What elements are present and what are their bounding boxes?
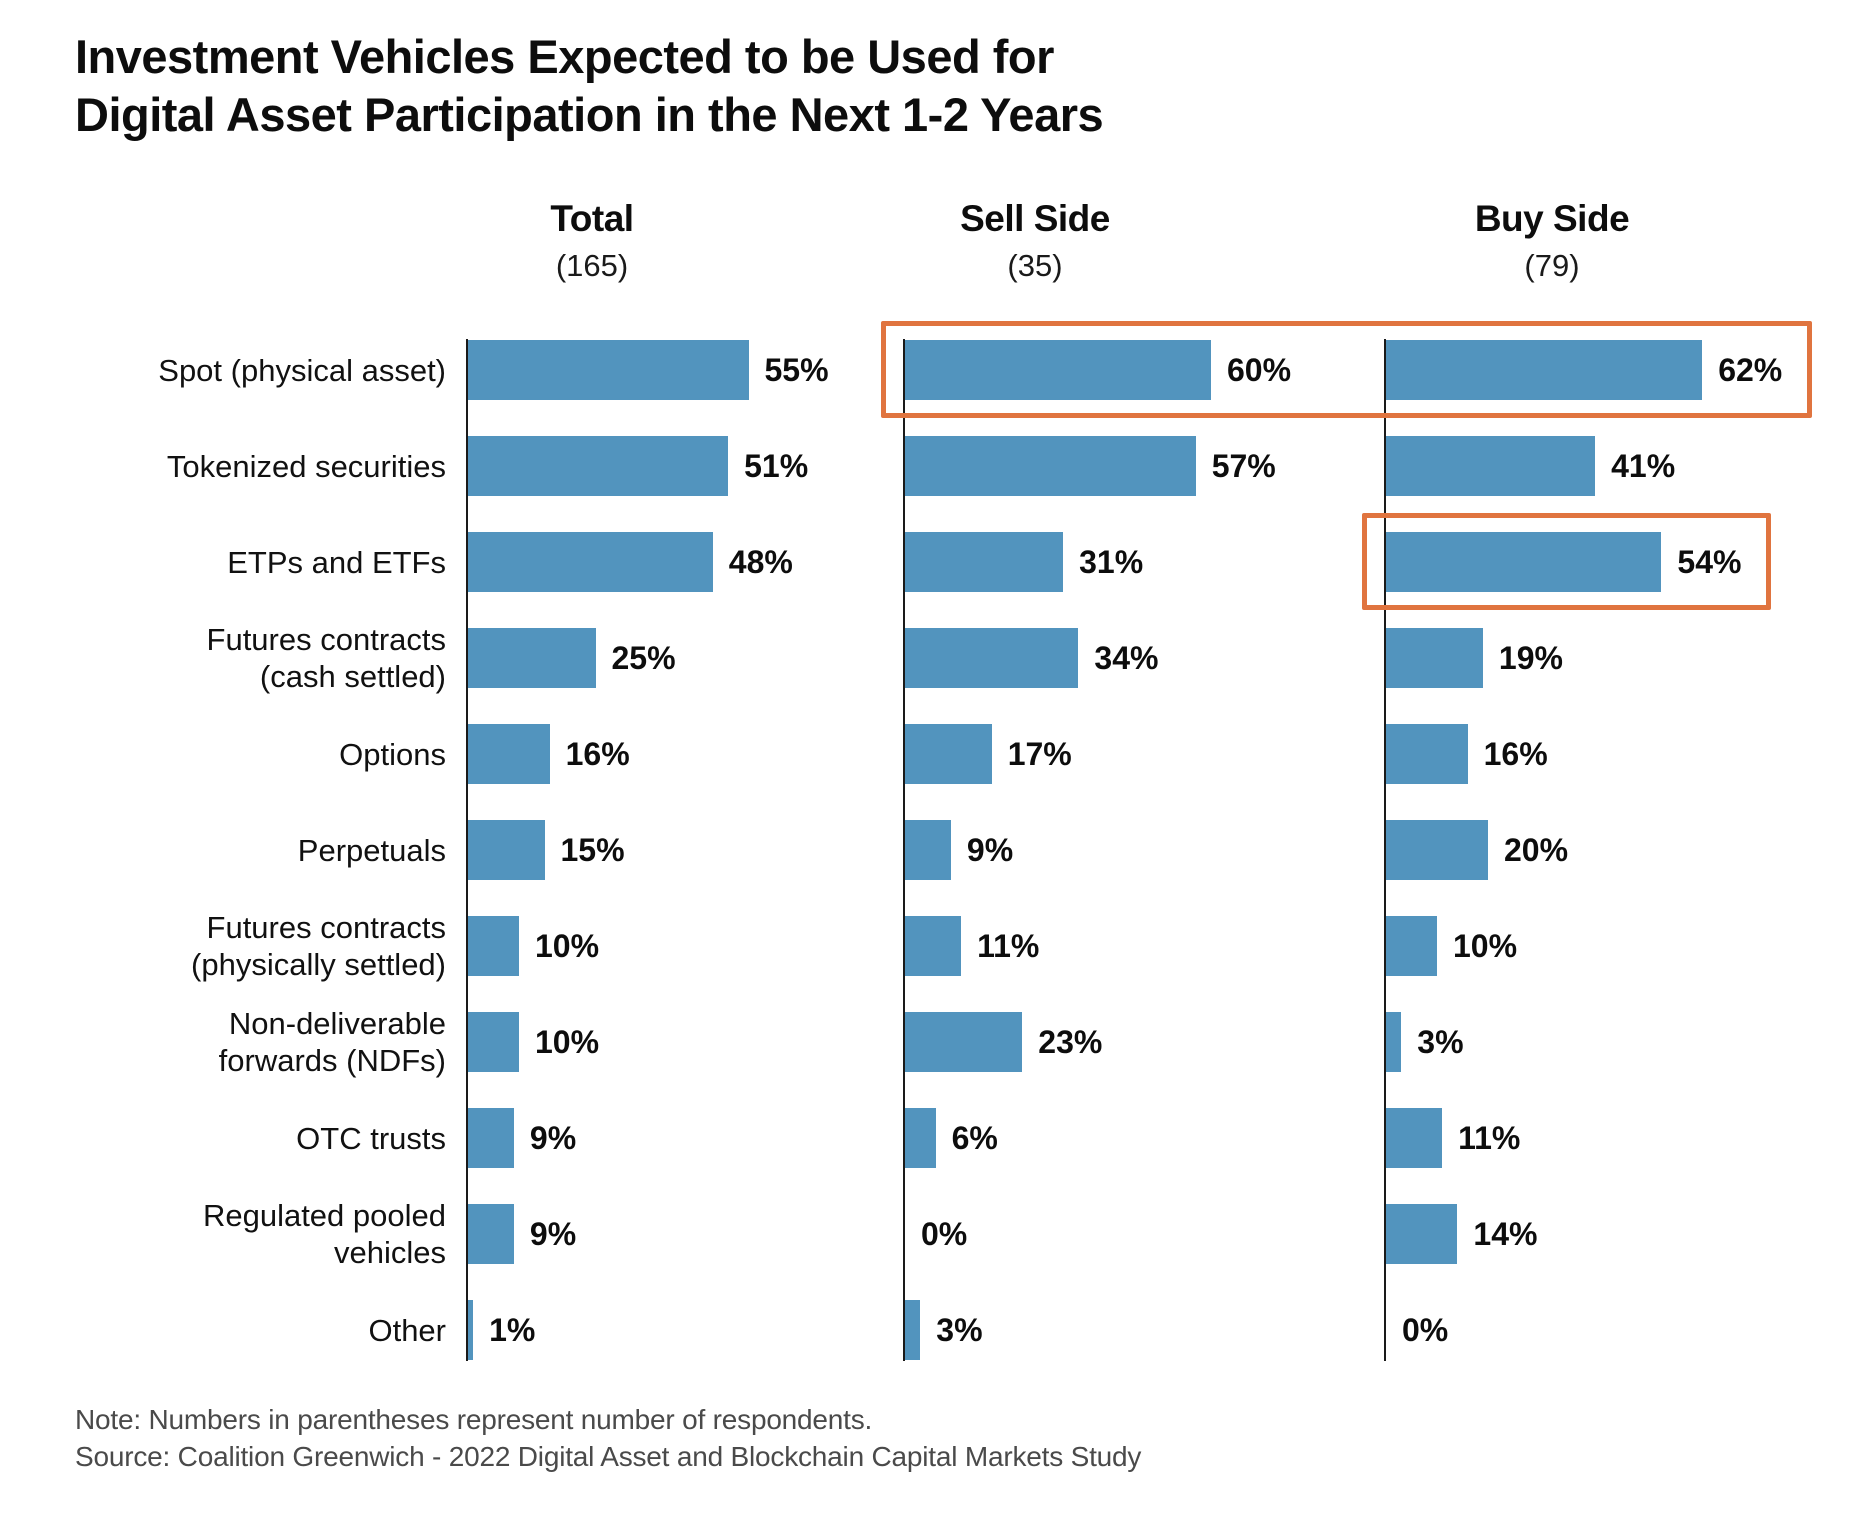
bar-total-options (468, 724, 550, 784)
bar-sell-side-non-deliverable-forwards-ndfs (905, 1012, 1023, 1072)
bar-sell-side-futures-contracts-physically-settled (905, 916, 962, 976)
bar-sell-side-options (905, 724, 992, 784)
column-header-count: (165) (555, 248, 629, 283)
value-label-sell-side-regulated-pooled-vehicles: 0% (921, 1215, 968, 1252)
chart-source: Source: Coalition Greenwich - 2022 Digit… (75, 1441, 1142, 1472)
bar-sell-side-tokenized-securities (905, 436, 1196, 496)
value-label-buy-side-otc-trusts: 11% (1458, 1119, 1521, 1156)
bar-buy-side-regulated-pooled-vehicles (1386, 1204, 1458, 1264)
value-label-buy-side-perpetuals: 20% (1504, 831, 1569, 868)
bar-buy-side-spot-physical-asset (1386, 340, 1703, 400)
bar-total-non-deliverable-forwards-ndfs (468, 1012, 519, 1072)
row-label-futures-contracts-cash-settled: Futures contracts (cash settled) (206, 622, 446, 694)
bar-total-tokenized-securities (468, 436, 729, 496)
bar-sell-side-perpetuals (905, 820, 951, 880)
column-header-total: Total (165) (422, 198, 762, 284)
value-label-sell-side-other: 3% (936, 1311, 983, 1348)
row-label-etps-and-etfs: ETPs and ETFs (227, 544, 446, 580)
bar-buy-side-otc-trusts (1386, 1108, 1443, 1168)
bar-buy-side-options (1386, 724, 1468, 784)
value-label-sell-side-tokenized-securities: 57% (1211, 447, 1276, 484)
value-label-total-other: 1% (489, 1311, 536, 1348)
bar-total-perpetuals (468, 820, 545, 880)
column-header-label: Sell Side (960, 198, 1110, 239)
bar-total-etps-and-etfs (468, 532, 713, 592)
value-label-sell-side-futures-contracts-physically-settled: 11% (977, 927, 1040, 964)
value-label-total-tokenized-securities: 51% (744, 447, 809, 484)
bar-total-otc-trusts (468, 1108, 514, 1168)
bar-sell-side-etps-and-etfs (905, 532, 1064, 592)
value-label-buy-side-tokenized-securities: 41% (1611, 447, 1676, 484)
row-label-otc-trusts: OTC trusts (296, 1120, 446, 1156)
value-label-total-futures-contracts-physically-settled: 10% (535, 927, 600, 964)
bar-total-regulated-pooled-vehicles (468, 1204, 514, 1264)
value-label-buy-side-etps-and-etfs: 54% (1677, 543, 1742, 580)
axis-line-sell-side (903, 339, 905, 1361)
bar-sell-side-otc-trusts (905, 1108, 936, 1168)
bar-total-spot-physical-asset (468, 340, 749, 400)
bar-total-futures-contracts-physically-settled (468, 916, 519, 976)
value-label-sell-side-etps-and-etfs: 31% (1079, 543, 1144, 580)
highlight-box-spot-physical-asset (881, 321, 1813, 418)
row-label-options: Options (339, 736, 446, 772)
axis-line-buy-side (1384, 339, 1386, 1361)
highlight-box-etps-and-etfs (1362, 513, 1772, 610)
column-header-sell-side: Sell Side (35) (865, 198, 1205, 284)
value-label-sell-side-otc-trusts: 6% (951, 1119, 998, 1156)
row-label-tokenized-securities: Tokenized securities (166, 448, 446, 484)
value-label-total-futures-contracts-cash-settled: 25% (611, 639, 676, 676)
value-label-total-spot-physical-asset: 55% (764, 351, 829, 388)
value-label-buy-side-futures-contracts-cash-settled: 19% (1498, 639, 1563, 676)
value-label-buy-side-other: 0% (1402, 1311, 1449, 1348)
value-label-sell-side-futures-contracts-cash-settled: 34% (1094, 639, 1159, 676)
bar-buy-side-futures-contracts-physically-settled (1386, 916, 1437, 976)
value-label-total-regulated-pooled-vehicles: 9% (529, 1215, 577, 1252)
chart-note: Note: Numbers in parentheses represent n… (75, 1404, 873, 1435)
row-label-spot-physical-asset: Spot (physical asset) (158, 352, 446, 388)
bar-sell-side-other (905, 1300, 921, 1360)
column-header-buy-side: Buy Side (79) (1382, 198, 1722, 284)
row-label-futures-contracts-physically-settled: Futures contracts (physically settled) (191, 910, 446, 982)
bar-sell-side-futures-contracts-cash-settled (905, 628, 1079, 688)
column-header-count: (79) (1524, 248, 1580, 283)
value-label-total-etps-and-etfs: 48% (728, 543, 793, 580)
row-label-perpetuals: Perpetuals (297, 832, 446, 868)
value-label-sell-side-perpetuals: 9% (966, 831, 1014, 868)
value-label-total-non-deliverable-forwards-ndfs: 10% (535, 1023, 600, 1060)
row-label-other: Other (368, 1312, 446, 1348)
value-label-buy-side-futures-contracts-physically-settled: 10% (1453, 927, 1518, 964)
column-header-label: Total (550, 198, 634, 239)
bar-buy-side-etps-and-etfs (1386, 532, 1662, 592)
value-label-buy-side-options: 16% (1483, 735, 1548, 772)
column-header-count: (35) (1007, 248, 1063, 283)
value-label-buy-side-regulated-pooled-vehicles: 14% (1473, 1215, 1538, 1252)
value-label-total-otc-trusts: 9% (529, 1119, 577, 1156)
bar-buy-side-non-deliverable-forwards-ndfs (1386, 1012, 1402, 1072)
bar-sell-side-spot-physical-asset (905, 340, 1211, 400)
chart-title: Investment Vehicles Expected to be Used … (75, 30, 1104, 141)
bar-total-other (468, 1300, 474, 1360)
value-label-sell-side-non-deliverable-forwards-ndfs: 23% (1038, 1023, 1103, 1060)
value-label-total-perpetuals: 15% (560, 831, 625, 868)
bar-buy-side-futures-contracts-cash-settled (1386, 628, 1483, 688)
row-label-regulated-pooled-vehicles: Regulated pooled vehicles (202, 1198, 446, 1270)
value-label-sell-side-spot-physical-asset: 60% (1227, 351, 1292, 388)
value-label-buy-side-spot-physical-asset: 62% (1718, 351, 1783, 388)
bar-buy-side-tokenized-securities (1386, 436, 1596, 496)
value-label-sell-side-options: 17% (1007, 735, 1072, 772)
value-label-total-options: 16% (565, 735, 630, 772)
bar-buy-side-perpetuals (1386, 820, 1488, 880)
row-label-non-deliverable-forwards-ndfs: Non-deliverable forwards (NDFs) (218, 1006, 446, 1078)
column-header-label: Buy Side (1474, 198, 1630, 239)
value-label-buy-side-non-deliverable-forwards-ndfs: 3% (1417, 1023, 1464, 1060)
bar-total-futures-contracts-cash-settled (468, 628, 596, 688)
axis-line-total (466, 339, 468, 1361)
